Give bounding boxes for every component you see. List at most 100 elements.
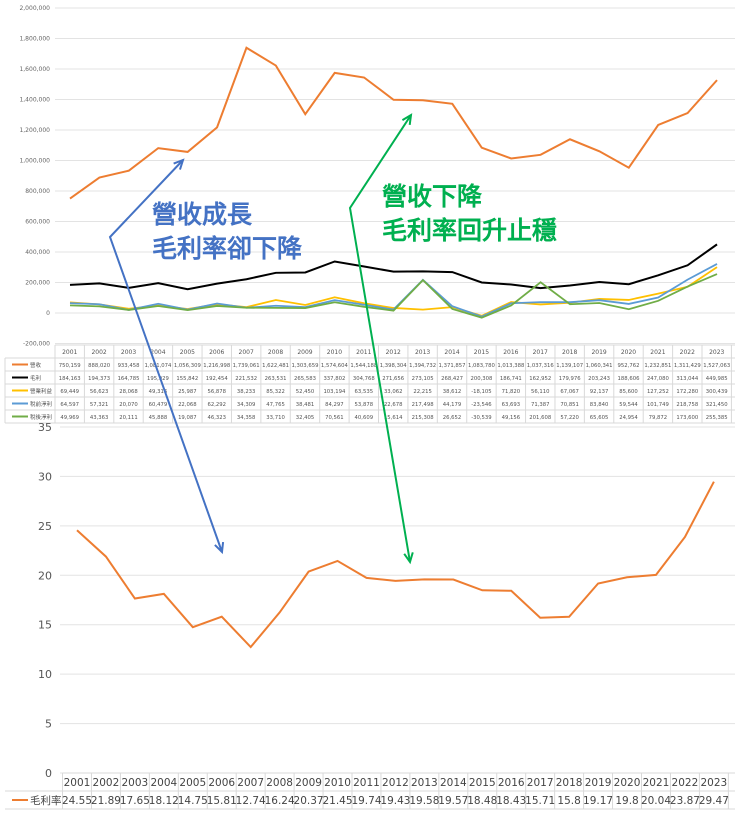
x-tick-label: 2003 [121, 349, 136, 356]
data-label: -18,105 [471, 389, 491, 395]
data-label: 24.55 [62, 795, 92, 807]
x-tick-label: 2017 [533, 349, 548, 356]
data-label: 1,311,429 [674, 363, 701, 369]
data-label: 1,739,061 [233, 363, 260, 369]
data-label: 750,159 [59, 363, 81, 369]
x-tick-label: 2022 [672, 777, 699, 789]
y-tick-label: 1,200,000 [19, 127, 50, 134]
data-label: 20,111 [119, 415, 138, 421]
x-tick-label: 2002 [93, 777, 120, 789]
y-tick-label: 35 [38, 421, 52, 434]
data-label: 15,614 [384, 415, 403, 421]
data-label: 16.24 [265, 795, 295, 807]
y-tick-label: 25 [38, 520, 52, 533]
data-label: 194,373 [88, 376, 110, 382]
data-label: 1,037,316 [527, 363, 555, 369]
data-label: 64,597 [60, 402, 79, 408]
y-tick-label: 600,000 [25, 219, 50, 226]
data-label: 38,233 [237, 389, 256, 395]
data-label: 1,398,304 [380, 363, 408, 369]
x-tick-label: 2004 [150, 349, 165, 356]
data-label: 263,531 [265, 376, 287, 382]
data-label: 40,609 [355, 415, 374, 421]
data-label: 186,741 [500, 376, 522, 382]
x-tick-label: 2009 [295, 777, 322, 789]
data-label: 29.47 [699, 795, 729, 807]
x-tick-label: 2002 [91, 349, 106, 356]
data-label: 300,439 [706, 389, 728, 395]
data-label: 21.45 [322, 795, 352, 807]
data-label: 46,323 [207, 415, 226, 421]
data-label: 192,454 [206, 376, 229, 382]
data-label: 218,758 [676, 402, 699, 408]
series-line-5 [69, 273, 718, 319]
data-label: 14.75 [178, 795, 208, 807]
x-tick-label: 2013 [411, 777, 438, 789]
x-tick-label: 2021 [643, 777, 670, 789]
x-tick-label: 2010 [324, 777, 351, 789]
data-label: 45,888 [149, 415, 168, 421]
data-label: 271,656 [382, 376, 405, 382]
data-label: 201,608 [529, 415, 552, 421]
data-label: 1,371,857 [439, 363, 466, 369]
data-label: 273,105 [412, 376, 434, 382]
x-tick-label: 2020 [614, 777, 641, 789]
data-label: 888,020 [88, 363, 111, 369]
data-label: 63,535 [355, 389, 374, 395]
x-tick-label: 2018 [562, 349, 577, 356]
data-label: 127,252 [647, 389, 669, 395]
data-label: 71,820 [502, 389, 521, 395]
data-label: 83,840 [590, 402, 609, 408]
data-label: 1,083,780 [468, 363, 496, 369]
data-label: 56,878 [207, 389, 226, 395]
data-label: 85,600 [619, 389, 638, 395]
data-label: 49,156 [502, 415, 521, 421]
data-label: 43,363 [90, 415, 109, 421]
data-label: 1,060,341 [586, 363, 613, 369]
data-label: 79,872 [649, 415, 668, 421]
green-arrowhead-up [401, 113, 413, 126]
data-label: 19,087 [178, 415, 197, 421]
x-tick-label: 2010 [327, 349, 342, 356]
data-label: 265,583 [294, 376, 316, 382]
data-label: 20,070 [119, 402, 138, 408]
data-label: 184,163 [59, 376, 81, 382]
data-label: 215,308 [412, 415, 435, 421]
x-tick-label: 2014 [440, 777, 467, 789]
data-label: 268,427 [441, 376, 463, 382]
data-label: 26,652 [443, 415, 462, 421]
y-tick-label: 0 [46, 310, 50, 317]
data-label: 23.87 [670, 795, 700, 807]
data-label: 1,081,074 [144, 363, 172, 369]
data-label: 52,450 [296, 389, 315, 395]
data-label: 28,068 [119, 389, 138, 395]
data-label: 34,358 [237, 415, 256, 421]
data-label: -23,546 [471, 402, 492, 408]
data-label: 71,387 [531, 402, 550, 408]
data-label: 1,574,604 [321, 363, 349, 369]
data-label: 217,498 [412, 402, 435, 408]
data-label: 22,678 [384, 402, 403, 408]
legend-label: 毛利 [30, 374, 41, 382]
data-label: 32,405 [296, 415, 315, 421]
data-label: 44,179 [443, 402, 462, 408]
data-label: 18.48 [467, 795, 497, 807]
x-tick-label: 2017 [527, 777, 554, 789]
data-label: 1,056,309 [174, 363, 201, 369]
data-label: 22,068 [178, 402, 197, 408]
x-tick-label: 2007 [239, 349, 254, 356]
data-label: 12.74 [236, 795, 266, 807]
data-label: 92,137 [590, 389, 609, 395]
x-tick-label: 2009 [297, 349, 312, 356]
data-label: 101,749 [647, 402, 669, 408]
x-tick-label: 2003 [122, 777, 149, 789]
series-line-gross-margin [76, 481, 715, 649]
data-label: 70,561 [325, 415, 344, 421]
annotation-revenue-growth: 營收成長 毛利率卻下降 [152, 200, 303, 263]
y-tick-label: 1,800,000 [19, 36, 50, 43]
data-label: 15.81 [207, 795, 237, 807]
y-tick-label: -200,000 [23, 341, 50, 348]
x-tick-label: 2008 [266, 777, 293, 789]
data-label: -30,539 [471, 415, 491, 421]
